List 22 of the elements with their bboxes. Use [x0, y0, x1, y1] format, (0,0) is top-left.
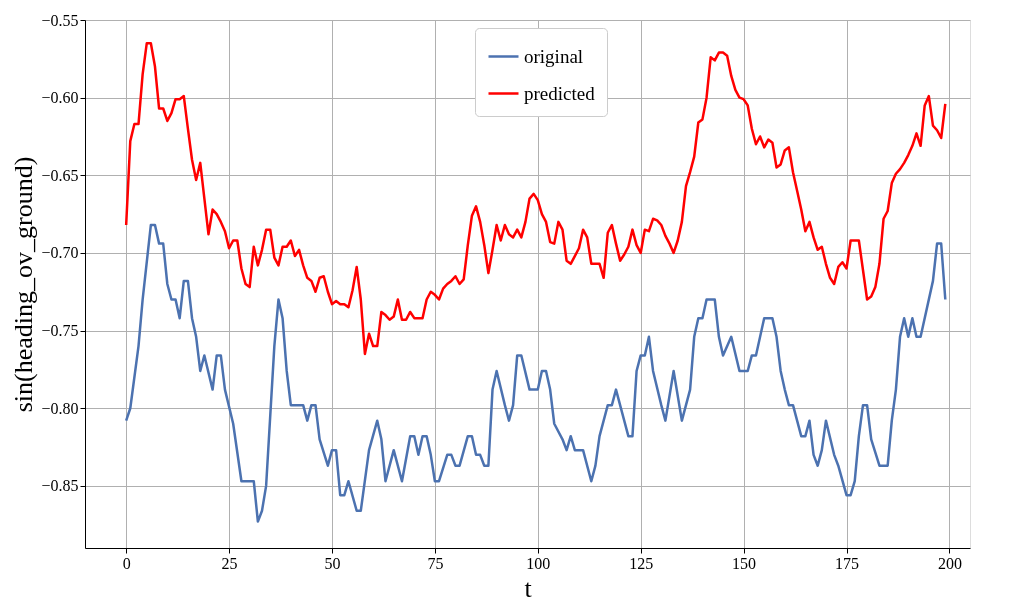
y-axis-title: sin(heading_ov_ground) [9, 156, 39, 413]
y-tick-label: −0.55 [41, 11, 79, 29]
x-tick-label: 100 [526, 554, 551, 572]
x-tick-label: 25 [221, 554, 238, 572]
x-tick-label: 75 [427, 554, 444, 572]
x-tick-label: 175 [835, 554, 860, 572]
x-tick-label: 125 [629, 554, 654, 572]
legend-label: original [524, 45, 584, 67]
x-tick-label: 0 [122, 554, 131, 572]
y-tick-label: −0.75 [41, 322, 79, 340]
legend-label: predicted [524, 82, 596, 104]
x-tick-label: 150 [732, 554, 757, 572]
y-tick-label: −0.85 [41, 477, 79, 495]
x-axis-title: t [524, 573, 533, 603]
x-tick-label: 200 [937, 554, 962, 572]
line-series [124, 42, 947, 356]
y-tick-label: −0.60 [41, 89, 79, 107]
y-tick-label: −0.65 [41, 166, 79, 184]
y-tick-label: −0.80 [41, 399, 79, 417]
line-series [124, 223, 947, 523]
y-tick-label: −0.70 [41, 244, 79, 262]
x-tick-label: 50 [324, 554, 341, 572]
